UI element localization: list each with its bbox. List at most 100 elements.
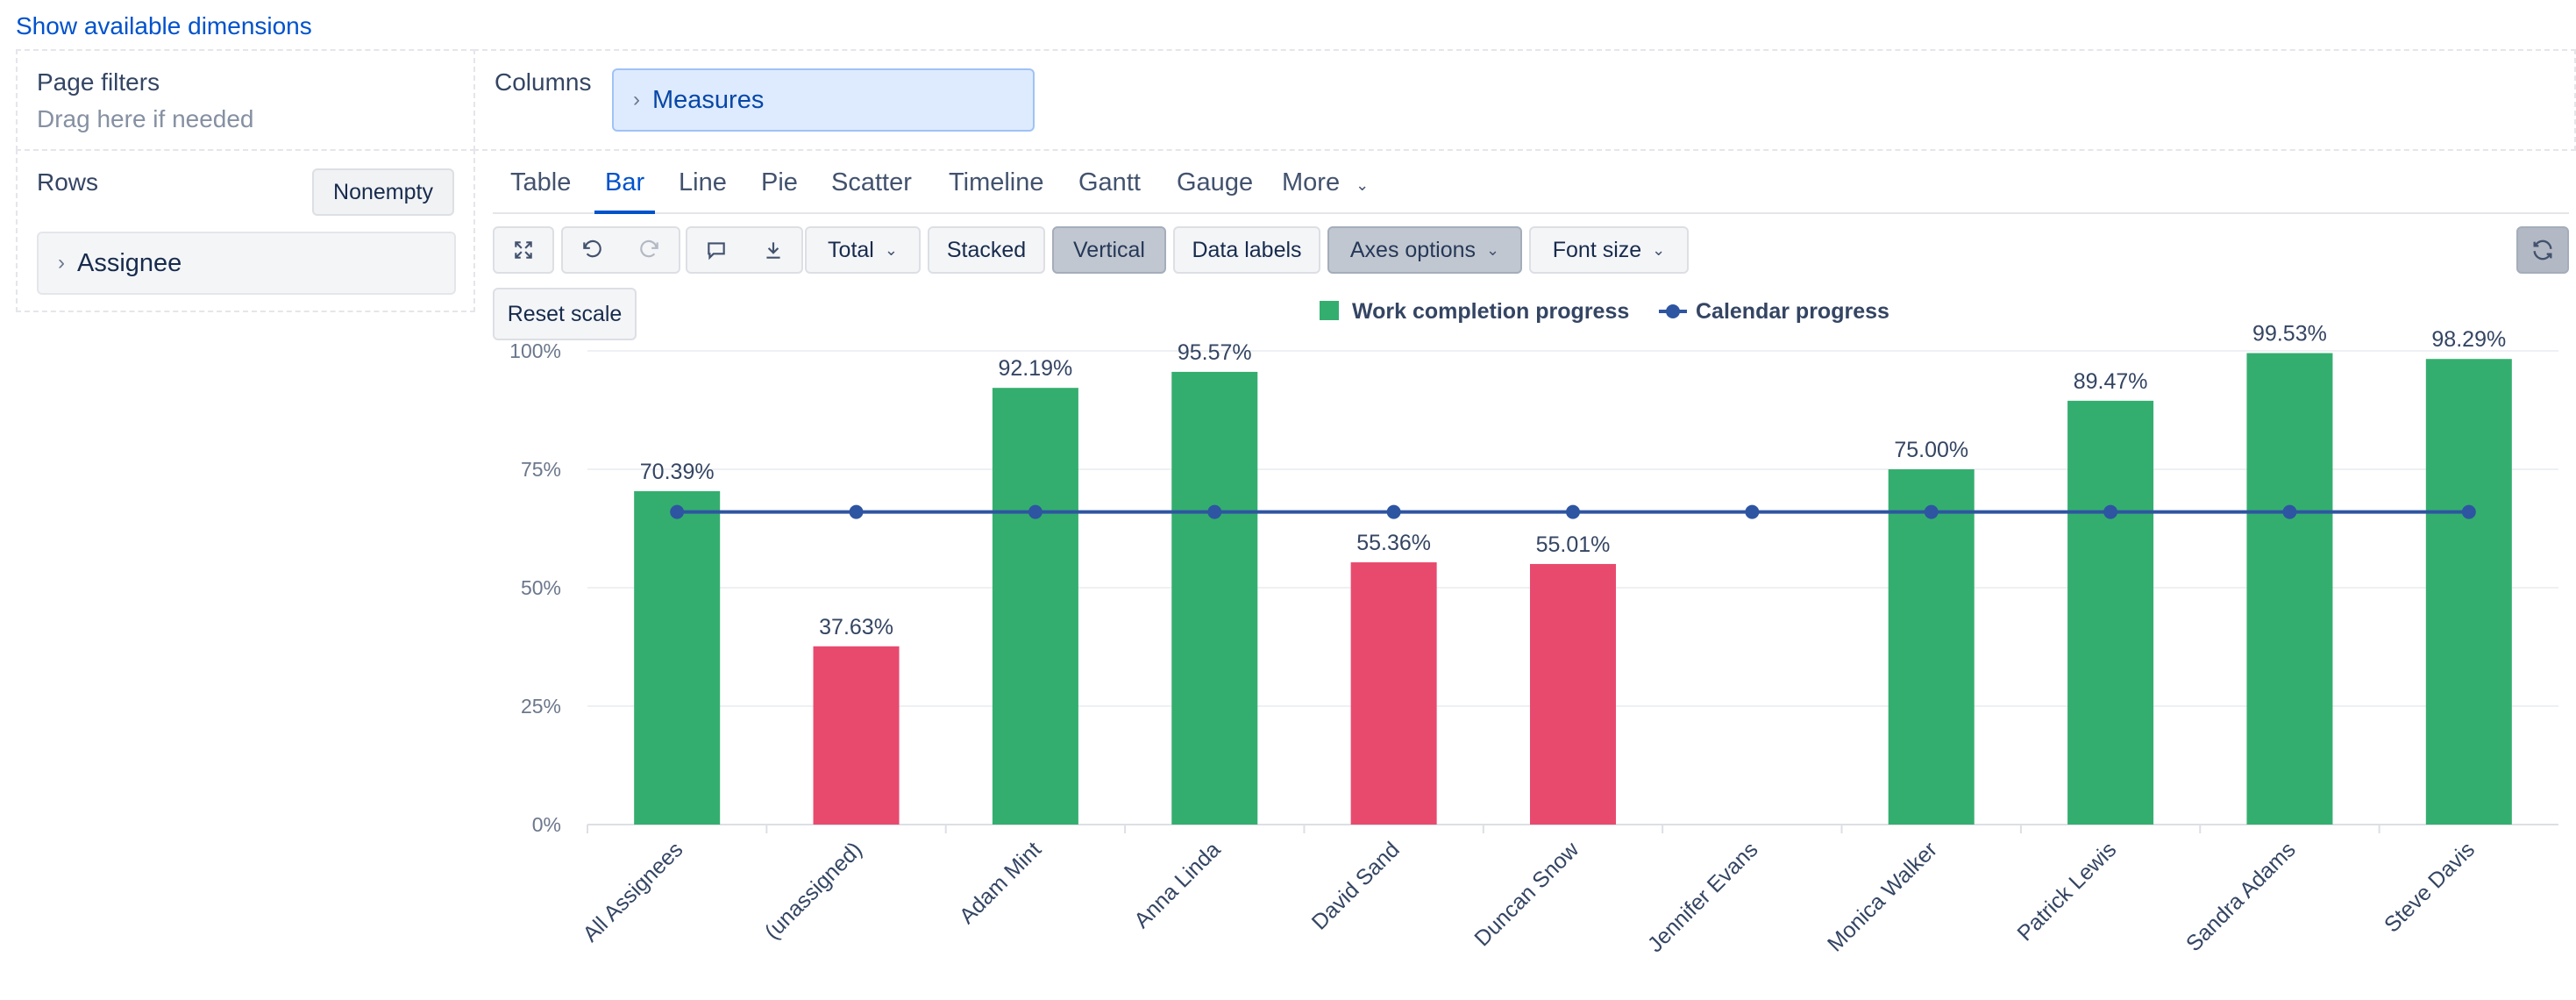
- axes-options-dropdown[interactable]: Axes options ⌄: [1327, 226, 1522, 274]
- page-filters-hint: Drag here if needed: [37, 105, 254, 132]
- legend-label-calendar: Calendar progress: [1696, 299, 1889, 324]
- bar-data-label: 98.29%: [2431, 327, 2506, 352]
- assignee-chip[interactable]: › Assignee: [37, 232, 456, 295]
- x-tick-label: Patrick Lewis: [2012, 837, 2121, 946]
- chevron-down-icon: ⌄: [1486, 240, 1500, 259]
- calendar-progress-point[interactable]: [1028, 504, 1042, 519]
- calendar-progress-point[interactable]: [670, 504, 685, 519]
- tab-pie[interactable]: Pie: [761, 168, 798, 196]
- measures-chip[interactable]: › Measures: [612, 68, 1035, 132]
- tab-bar[interactable]: Bar: [594, 168, 656, 214]
- tab-table[interactable]: Table: [510, 168, 572, 196]
- x-tick-label: Adam Mint: [955, 837, 1046, 928]
- more-label: More: [1282, 168, 1341, 196]
- nonempty-button[interactable]: Nonempty: [312, 168, 454, 216]
- chevron-right-icon: ›: [633, 88, 640, 111]
- undo-button[interactable]: [580, 239, 603, 261]
- fullscreen-button[interactable]: [493, 226, 554, 274]
- chart-grid: [587, 350, 2558, 825]
- bar[interactable]: [992, 388, 1078, 825]
- calendar-progress-point[interactable]: [1566, 504, 1580, 519]
- undo-icon: [583, 239, 601, 258]
- bar-data-label: 99.53%: [2252, 322, 2327, 346]
- calendar-progress-point[interactable]: [1745, 504, 1760, 519]
- legend-marker-calendar: [1666, 304, 1680, 318]
- bar[interactable]: [2067, 400, 2154, 825]
- calendar-progress-point[interactable]: [2282, 504, 2297, 519]
- y-tick-label: 50%: [521, 576, 561, 599]
- bar[interactable]: [1530, 563, 1616, 825]
- bar-data-label: 55.36%: [1356, 531, 1431, 555]
- bar[interactable]: [1350, 562, 1437, 825]
- columns-title: Columns: [495, 68, 592, 96]
- download-button[interactable]: [762, 239, 785, 261]
- reset-scale-button[interactable]: Reset scale: [493, 288, 637, 340]
- legend-swatch-work-completion: [1320, 301, 1339, 320]
- bar[interactable]: [2425, 359, 2512, 825]
- calendar-progress-point[interactable]: [849, 504, 864, 519]
- chevron-down-icon: ⌄: [1356, 176, 1370, 194]
- x-tick-label: Jennifer Evans: [1643, 837, 1763, 957]
- x-axis: All Assignees (unassigned) Adam Mint Anna L…: [578, 825, 2480, 957]
- bar-data-labels: 70.39% 37.63% 92.19% 95.57% 55.36% 55.01% 75.0…: [640, 322, 2506, 639]
- fullscreen-icon: [515, 241, 532, 259]
- comment-icon: [707, 242, 725, 261]
- measures-label: Measures: [652, 85, 765, 114]
- vertical-button[interactable]: Vertical: [1052, 226, 1166, 274]
- data-labels-button[interactable]: Data labels: [1173, 226, 1320, 274]
- bar-series: [634, 353, 2512, 825]
- calendar-progress-point[interactable]: [2461, 504, 2476, 519]
- show-dimensions-link[interactable]: Show available dimensions: [16, 12, 312, 39]
- bar[interactable]: [1888, 469, 1975, 825]
- refresh-icon: [2533, 239, 2552, 261]
- chart-type-tabs: Table Bar Line Pie Scatter Timeline Gant…: [493, 160, 2569, 214]
- x-tick-label: Monica Walker: [1823, 837, 1942, 956]
- tab-timeline[interactable]: Timeline: [949, 168, 1044, 196]
- axes-options-label: Axes options: [1349, 237, 1477, 262]
- bar-data-label: 70.39%: [640, 460, 715, 484]
- chart-legend: Work completion progress Calendar progre…: [1320, 299, 1889, 324]
- redo-icon: [640, 239, 658, 258]
- chevron-down-icon: ⌄: [1652, 240, 1666, 259]
- font-size-dropdown[interactable]: Font size ⌄: [1529, 226, 1689, 274]
- calendar-progress-point[interactable]: [2103, 504, 2118, 519]
- calendar-progress-point[interactable]: [1924, 504, 1939, 519]
- bar-data-label: 55.01%: [1536, 532, 1611, 557]
- refresh-button[interactable]: [2516, 226, 2569, 274]
- tab-more[interactable]: More ⌄: [1282, 168, 1369, 214]
- bar-data-label: 37.63%: [819, 615, 893, 639]
- download-icon: [765, 242, 780, 259]
- calendar-progress-point[interactable]: [1386, 504, 1401, 519]
- bar[interactable]: [2246, 353, 2333, 825]
- tab-gantt[interactable]: Gantt: [1078, 168, 1141, 196]
- bar[interactable]: [634, 490, 721, 825]
- tab-gauge[interactable]: Gauge: [1177, 168, 1254, 196]
- columns-zone[interactable]: Columns › Measures: [473, 49, 2576, 151]
- total-dropdown[interactable]: Total ⌄: [805, 226, 921, 274]
- undo-redo-group: [561, 226, 680, 274]
- x-tick-label: Anna Linda: [1129, 837, 1225, 932]
- x-tick-label: Sandra Adams: [2181, 837, 2301, 956]
- page-filters-title: Page filters: [37, 68, 160, 96]
- assignee-label: Assignee: [77, 248, 182, 277]
- x-tick-label: Duncan Snow: [1469, 837, 1584, 952]
- y-tick-label: 25%: [521, 695, 561, 718]
- page-filters-zone[interactable]: Page filters Drag here if needed: [16, 49, 475, 151]
- rows-title: Rows: [37, 168, 99, 196]
- tab-scatter[interactable]: Scatter: [831, 168, 912, 196]
- bar-data-label: 95.57%: [1178, 340, 1252, 365]
- font-size-label: Font size: [1552, 237, 1642, 262]
- bar[interactable]: [813, 646, 900, 825]
- rows-zone[interactable]: Rows Nonempty › Assignee: [16, 149, 475, 312]
- stacked-button[interactable]: Stacked: [928, 226, 1045, 274]
- x-tick-label: David Sand: [1307, 837, 1405, 934]
- tab-line[interactable]: Line: [679, 168, 727, 196]
- x-tick-label: All Assignees: [578, 837, 687, 946]
- calendar-progress-point[interactable]: [1207, 504, 1222, 519]
- redo-button[interactable]: [638, 239, 661, 261]
- bar-data-label: 92.19%: [999, 356, 1073, 381]
- chevron-down-icon: ⌄: [884, 240, 898, 259]
- bar[interactable]: [1171, 371, 1258, 825]
- legend-label-work-completion: Work completion progress: [1352, 299, 1629, 324]
- comment-button[interactable]: [705, 239, 728, 261]
